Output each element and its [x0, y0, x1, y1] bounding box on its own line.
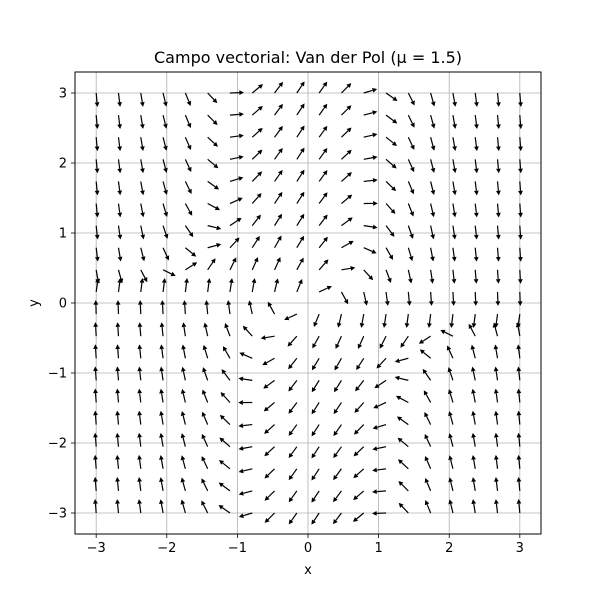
arrow-shaft: [96, 327, 97, 336]
arrow-shaft: [118, 393, 119, 402]
arrow-shaft: [96, 393, 97, 402]
y-tick-label: 3: [59, 87, 67, 102]
arrow-shaft: [498, 248, 499, 257]
arrow-shaft: [519, 482, 520, 491]
arrow-shaft: [96, 349, 97, 358]
arrow-shaft: [230, 114, 239, 115]
arrow-shaft: [520, 181, 521, 190]
arrow-shaft: [519, 504, 520, 513]
y-tick-label: 2: [59, 157, 67, 172]
arrow-shaft: [520, 248, 521, 257]
chart-title: Campo vectorial: Van der Pol (μ = 1.5): [154, 48, 462, 67]
arrow-shaft: [498, 270, 499, 279]
arrow-shaft: [118, 371, 119, 380]
arrow-shaft: [475, 270, 476, 279]
x-tick-label: −3: [87, 541, 106, 556]
y-tick-label: 1: [59, 227, 67, 242]
arrow-shaft: [377, 491, 386, 492]
arrow-shaft: [498, 226, 499, 235]
x-tick-label: 0: [304, 541, 312, 556]
y-tick-label: −1: [48, 367, 67, 382]
arrow-shaft: [118, 349, 119, 358]
arrow-shaft: [95, 437, 96, 446]
arrow-shaft: [96, 371, 97, 380]
y-axis-label: y: [27, 299, 42, 307]
x-tick-label: 1: [374, 541, 382, 556]
arrow-shaft: [140, 327, 141, 336]
arrow-shaft: [96, 93, 97, 102]
y-tick-label: 0: [59, 297, 67, 312]
y-tick-label: −3: [48, 507, 67, 522]
arrow-shaft: [431, 292, 432, 301]
arrow-shaft: [95, 459, 96, 468]
x-tick-label: −1: [228, 541, 247, 556]
arrow-shaft: [520, 226, 521, 235]
arrow-shaft: [520, 159, 521, 168]
x-tick-label: 3: [516, 541, 524, 556]
arrow-shaft: [520, 137, 521, 146]
arrow-shaft: [520, 270, 521, 279]
x-tick-label: 2: [445, 541, 453, 556]
arrow-shaft: [96, 115, 97, 124]
arrow-shaft: [453, 292, 454, 301]
arrow-shaft: [95, 482, 96, 491]
arrow-shaft: [163, 305, 164, 314]
x-axis-label: x: [304, 563, 312, 578]
arrow-shaft: [520, 115, 521, 124]
arrow-shaft: [498, 204, 499, 213]
y-tick-label: −2: [48, 437, 67, 452]
arrow-shaft: [185, 305, 186, 314]
x-tick-label: −2: [157, 541, 176, 556]
arrow-shaft: [520, 204, 521, 213]
arrow-shaft: [520, 93, 521, 102]
arrow-shaft: [95, 504, 96, 513]
arrow-shaft: [95, 415, 96, 424]
arrow-shaft: [118, 327, 119, 336]
